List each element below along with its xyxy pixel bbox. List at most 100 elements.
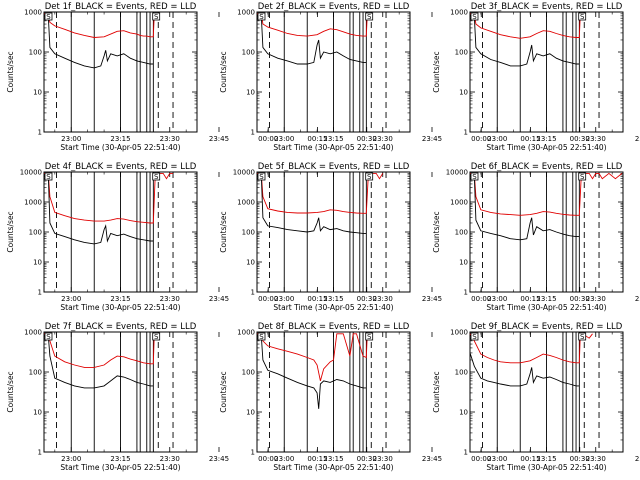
events-rate-line (257, 174, 367, 234)
y-tick-label: 1000 (237, 9, 255, 17)
chart-panel-7: Det 7f_BLACK = Events, RED = LLD11010010… (6, 322, 377, 472)
x-tick-label: 00:15 (520, 295, 540, 303)
x-tick-label: 23:15 (536, 295, 556, 303)
saa-marker-box (152, 332, 161, 341)
saa-marker-label: S (46, 13, 51, 21)
x-tick-label: 00:00 (258, 135, 278, 143)
x-tick-label: 23:00 (61, 295, 81, 303)
saa-marker-box (578, 332, 587, 341)
y-tick-label: 1000 (24, 199, 42, 207)
y-tick-label: 1000 (450, 199, 468, 207)
y-tick-label: 1 (38, 289, 42, 297)
events-rate-line (469, 352, 580, 387)
chart-panel-5: Det 5f_BLACK = Events, RED = LLD11010010… (219, 162, 590, 312)
x-tick-label: 00:30 (357, 455, 377, 463)
lld-rate-line (44, 333, 157, 368)
x-tick-label: 23:30 (160, 295, 180, 303)
saa-marker-box (470, 172, 479, 181)
saa-marker-label: S (154, 333, 159, 341)
events-rate-line (470, 174, 580, 241)
chart-title: Det 9f_BLACK = Events, RED = LLD (471, 322, 623, 332)
y-tick-label: 1 (38, 129, 42, 137)
x-tick-label: 23:45 (209, 135, 229, 143)
y-tick-label: 1 (251, 289, 255, 297)
x-tick-label: 23:00 (274, 295, 294, 303)
saa-marker-label: S (154, 13, 159, 21)
chart-panel-4: Det 4f_BLACK = Events, RED = LLD11010010… (6, 162, 377, 312)
x-tick-label: 00:15 (520, 455, 540, 463)
y-tick-label: 1 (464, 289, 468, 297)
y-tick-label: 1000 (237, 329, 255, 337)
x-tick-label: 23:00 (487, 295, 507, 303)
y-tick-label: 10 (33, 259, 42, 267)
x-tick-label: 00:00 (471, 135, 491, 143)
saa-marker-label: S (46, 333, 51, 341)
y-tick-label: 1 (464, 129, 468, 137)
saa-marker-label: S (472, 333, 477, 341)
x-tick-label: 23:15 (110, 135, 130, 143)
lld-rate-line (257, 13, 370, 37)
x-tick-label: 23:15 (110, 455, 130, 463)
y-tick-label: 100 (29, 49, 42, 57)
y-tick-label: 10 (459, 89, 468, 97)
x-tick-label: 00:15 (307, 295, 327, 303)
chart-panel-1: Det 1f_BLACK = Events, RED = LLD11010010… (6, 2, 377, 152)
x-tick-label: 00:15 (307, 135, 327, 143)
x-axis-label: Start Time (30-Apr-05 22:51:40) (60, 143, 180, 152)
x-axis-label: Start Time (30-Apr-05 22:51:40) (60, 303, 180, 312)
y-tick-label: 100 (242, 229, 255, 237)
events-rate-line (257, 15, 367, 65)
chart-title: Det 8f_BLACK = Events, RED = LLD (258, 322, 410, 332)
x-tick-label: 00:15 (307, 455, 327, 463)
saa-marker-box (152, 12, 161, 21)
saa-marker-box (257, 332, 266, 341)
x-tick-label: 00:15 (520, 135, 540, 143)
chart-panel-3: Det 3f_BLACK = Events, RED = LLD 1 10 100 10… (432, 2, 640, 152)
x-axis-label: Start Time (30-Apr-05 22:51:40) (273, 463, 393, 472)
chart-title: Det 1f_BLACK = Events, RED = LLD (45, 2, 197, 12)
saa-marker-label: S (367, 333, 372, 341)
y-axis-label: Counts/sec (219, 211, 228, 252)
saa-marker-box (152, 172, 161, 181)
saa-marker-box (44, 12, 53, 21)
y-tick-label: 1000 (24, 329, 42, 337)
y-axis-label: Counts/sec (432, 51, 441, 92)
y-tick-label: 10 (246, 89, 255, 97)
y-tick-label: 100 (29, 369, 42, 377)
x-tick-label: 23:30 (586, 135, 606, 143)
x-tick-label: 23:00 (487, 455, 507, 463)
y-tick-label: 10 (459, 259, 468, 267)
x-tick-label: 23:15 (323, 455, 343, 463)
x-tick-label: 23:30 (586, 295, 606, 303)
saa-marker-label: S (259, 13, 264, 21)
y-tick-label: 10 (246, 259, 255, 267)
x-tick-label: 23:45 (209, 455, 229, 463)
y-axis-label: Counts/sec (432, 211, 441, 252)
events-rate-line (257, 335, 367, 409)
events-rate-line (44, 174, 154, 245)
chart-title: Det 3f_BLACK = Events, RED = LLD (471, 2, 623, 12)
saa-marker-box (578, 172, 587, 181)
lld-rate-line (44, 13, 157, 38)
x-tick-label: 23:00 (487, 135, 507, 143)
y-tick-label: 1 (251, 129, 255, 137)
x-axis-label: Start Time (30-Apr-05 22:51:40) (486, 143, 606, 152)
y-tick-label: 10000 (233, 169, 255, 177)
x-axis-label: Start Time (30-Apr-05 22:51:40) (60, 463, 180, 472)
x-tick-label: 23:15 (536, 135, 556, 143)
saa-marker-label: S (472, 13, 477, 21)
x-axis-label: Start Time (30-Apr-05 22:51:40) (273, 143, 393, 152)
chart-title: Det 2f_BLACK = Events, RED = LLD (258, 2, 410, 12)
y-axis-label: Counts/sec (219, 371, 228, 412)
saa-marker-label: S (580, 13, 585, 21)
chart-panel-2: Det 2f_BLACK = Events, RED = LLD11010010… (219, 2, 590, 152)
x-tick-label: 23:30 (373, 135, 393, 143)
x-tick-label: 00:30 (570, 455, 590, 463)
y-tick-label: 10000 (446, 169, 468, 177)
saa-marker-box (578, 12, 587, 21)
x-tick-label: 23:45 (209, 295, 229, 303)
y-tick-label: 10 (33, 409, 42, 417)
x-tick-label: 00:30 (570, 295, 590, 303)
saa-marker-box (44, 172, 53, 181)
saa-marker-label: S (46, 173, 51, 181)
